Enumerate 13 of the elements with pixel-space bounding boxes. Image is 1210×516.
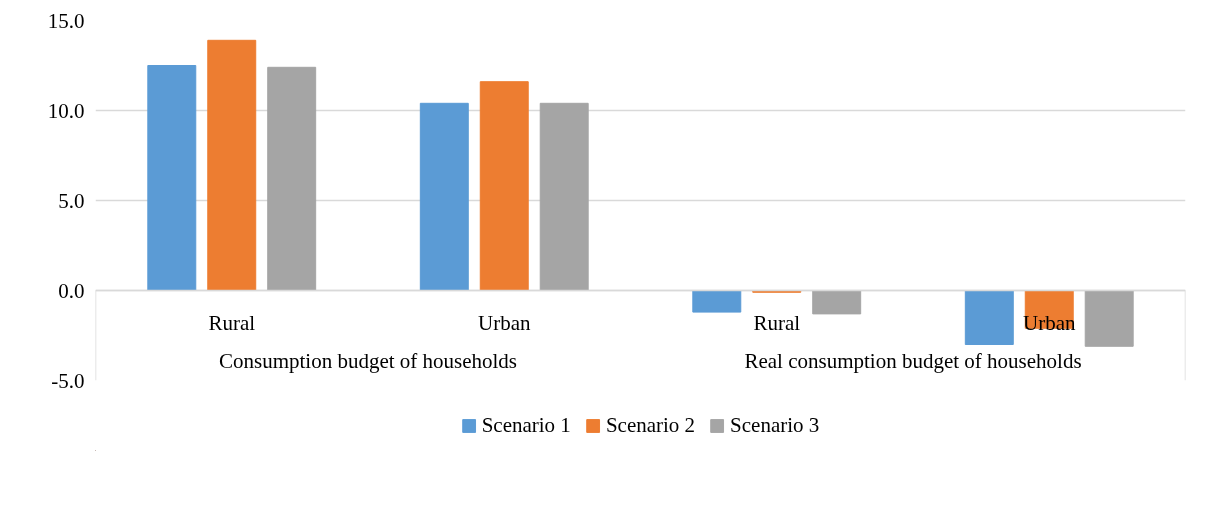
x-tick-label: Urban bbox=[478, 310, 531, 335]
y-tick-label: -5.0 bbox=[51, 368, 85, 393]
y-tick-label: 0.0 bbox=[58, 278, 85, 303]
y-tick-label: 15.0 bbox=[47, 8, 85, 33]
legend-label: Scenario 1 bbox=[481, 412, 571, 438]
x-tick-label: Rural bbox=[753, 310, 801, 335]
legend-label: Scenario 2 bbox=[605, 412, 696, 438]
annotation: Real consumption budget of households bbox=[744, 348, 1082, 373]
y-tick-label: 10.0 bbox=[47, 98, 85, 123]
legend-label: Scenario 3 bbox=[730, 412, 820, 438]
x-tick-label: Rural bbox=[208, 310, 256, 335]
y-tick-label: 5.0 bbox=[58, 188, 85, 213]
annotation: Consumption budget of households bbox=[218, 348, 518, 373]
